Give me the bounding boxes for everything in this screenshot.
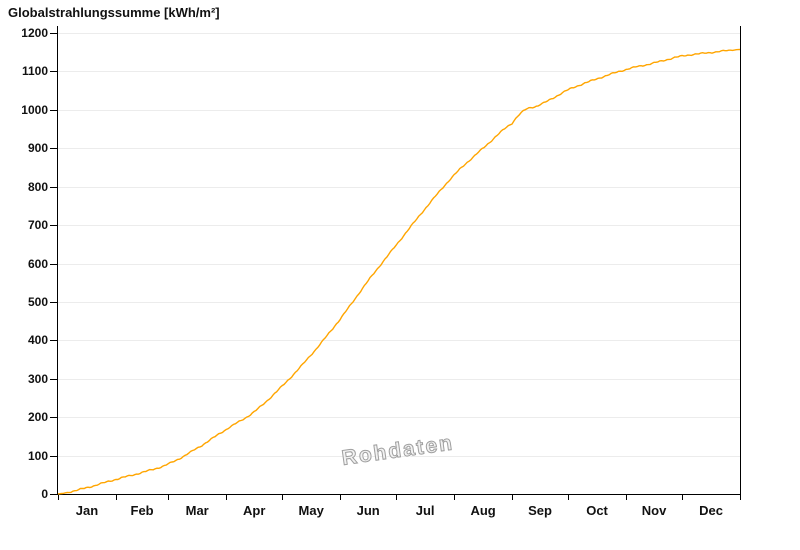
y-axis-label: 700 <box>27 218 48 233</box>
y-axis-label: 200 <box>27 410 48 425</box>
chart-title: Globalstrahlungssumme [kWh/m²] <box>8 5 220 20</box>
x-axis-label: Dec <box>699 503 723 518</box>
x-axis-label: Oct <box>586 503 608 518</box>
y-axis-label: 300 <box>27 371 48 386</box>
y-axis-label: 800 <box>27 179 48 194</box>
x-axis-label: May <box>298 503 324 518</box>
y-axis-label: 100 <box>27 448 48 463</box>
y-axis-label: 0 <box>41 487 48 501</box>
y-axis-label: 1100 <box>21 64 48 79</box>
y-axis-label: 900 <box>27 141 48 156</box>
radiation-cumulative-curve <box>57 48 741 495</box>
y-axis-label: 1000 <box>21 102 48 117</box>
x-axis-label: Aug <box>470 503 496 518</box>
x-axis-label: Jan <box>75 503 99 518</box>
x-axis-label: Feb <box>130 503 154 518</box>
x-axis-label: Apr <box>242 503 266 518</box>
y-axis-label: 400 <box>27 333 48 348</box>
x-axis-label: Nov <box>641 503 667 518</box>
x-axis-label: Mar <box>185 503 209 518</box>
x-axis-label: Sep <box>528 503 552 518</box>
y-axis-label: 600 <box>27 256 48 271</box>
x-axis-label: Jun <box>356 503 380 518</box>
y-axis-label: 500 <box>27 294 48 309</box>
y-axis-label: 1200 <box>21 26 48 40</box>
x-axis-label: Jul <box>415 503 435 518</box>
